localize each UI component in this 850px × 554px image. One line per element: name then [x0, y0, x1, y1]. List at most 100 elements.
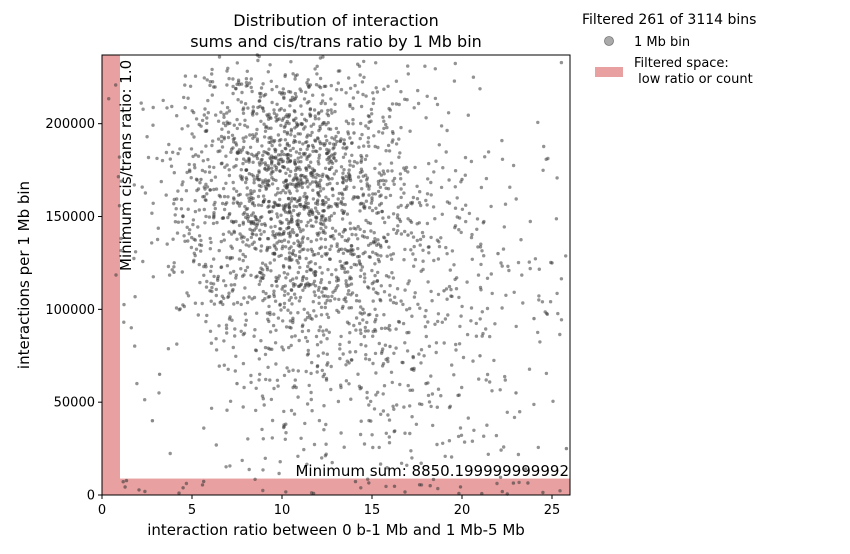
- data-point: [508, 185, 512, 189]
- data-point: [220, 127, 224, 131]
- data-point: [186, 239, 190, 243]
- data-point: [387, 215, 391, 219]
- data-point: [312, 442, 317, 447]
- data-point: [335, 204, 340, 209]
- data-point: [260, 215, 264, 219]
- data-point: [228, 315, 232, 319]
- data-point: [260, 222, 264, 227]
- data-point: [358, 311, 362, 315]
- data-point: [193, 253, 197, 258]
- data-point: [214, 113, 218, 117]
- data-point: [229, 232, 234, 236]
- data-point: [226, 130, 231, 134]
- data-point: [298, 147, 303, 152]
- data-point: [219, 300, 223, 304]
- data-point: [286, 272, 290, 276]
- data-point: [397, 217, 402, 221]
- data-point: [436, 486, 440, 491]
- data-point: [397, 155, 401, 159]
- data-point: [290, 98, 294, 103]
- data-point: [502, 445, 506, 449]
- data-point: [456, 434, 461, 439]
- data-point: [397, 137, 401, 141]
- data-point: [326, 267, 330, 272]
- data-point: [375, 90, 380, 94]
- data-point: [261, 82, 265, 86]
- data-point: [376, 270, 380, 275]
- data-point: [272, 258, 277, 262]
- data-point: [408, 431, 412, 436]
- data-point: [228, 121, 232, 126]
- data-point: [269, 79, 273, 84]
- data-point: [294, 276, 299, 280]
- data-point: [243, 268, 248, 273]
- data-point: [261, 199, 266, 204]
- data-point: [172, 202, 176, 206]
- data-point: [294, 150, 299, 154]
- data-point: [333, 142, 338, 147]
- data-point: [322, 222, 326, 227]
- data-point: [418, 237, 423, 242]
- data-point: [279, 213, 283, 217]
- data-point: [203, 221, 207, 225]
- data-point: [379, 412, 383, 416]
- data-point: [240, 234, 244, 238]
- data-point: [260, 394, 265, 398]
- data-point: [300, 185, 304, 190]
- data-point: [343, 152, 348, 156]
- data-point: [284, 257, 288, 261]
- data-point: [336, 249, 341, 253]
- data-point: [262, 403, 266, 407]
- data-point: [374, 393, 378, 397]
- data-point: [168, 451, 172, 456]
- data-point: [348, 221, 352, 225]
- data-point: [272, 289, 276, 293]
- data-point: [390, 140, 394, 144]
- data-point: [249, 235, 254, 240]
- data-point: [403, 168, 407, 172]
- data-point: [285, 186, 289, 190]
- data-point: [333, 297, 337, 301]
- data-point: [305, 224, 309, 228]
- data-point: [200, 118, 205, 123]
- data-point: [385, 239, 389, 243]
- data-point: [270, 159, 274, 163]
- data-point: [430, 392, 435, 396]
- data-point: [348, 331, 352, 335]
- data-point: [309, 268, 314, 272]
- data-point: [306, 348, 310, 353]
- data-point: [324, 134, 328, 138]
- data-point: [387, 293, 392, 297]
- data-point: [382, 182, 386, 187]
- data-point: [291, 318, 295, 322]
- data-point: [536, 120, 540, 125]
- data-point: [232, 302, 236, 306]
- data-point: [324, 225, 328, 229]
- data-point: [304, 369, 308, 374]
- data-point: [538, 340, 542, 344]
- data-point: [272, 138, 277, 143]
- data-point: [321, 294, 325, 298]
- data-point: [484, 176, 489, 181]
- data-point: [313, 273, 318, 277]
- data-point: [367, 193, 371, 197]
- data-point: [495, 481, 499, 486]
- data-point: [197, 262, 201, 267]
- data-point: [239, 302, 243, 307]
- data-point: [349, 397, 353, 401]
- data-point: [363, 157, 368, 162]
- data-point: [290, 220, 294, 224]
- data-point: [200, 168, 205, 173]
- data-point: [275, 215, 280, 219]
- data-point: [245, 125, 250, 129]
- data-point: [396, 213, 400, 217]
- data-point: [283, 284, 287, 288]
- data-point: [317, 194, 322, 198]
- data-point: [344, 119, 349, 123]
- data-point: [383, 343, 388, 347]
- data-point: [225, 120, 229, 124]
- data-point: [288, 255, 292, 259]
- data-point: [251, 105, 255, 109]
- data-point: [204, 129, 209, 133]
